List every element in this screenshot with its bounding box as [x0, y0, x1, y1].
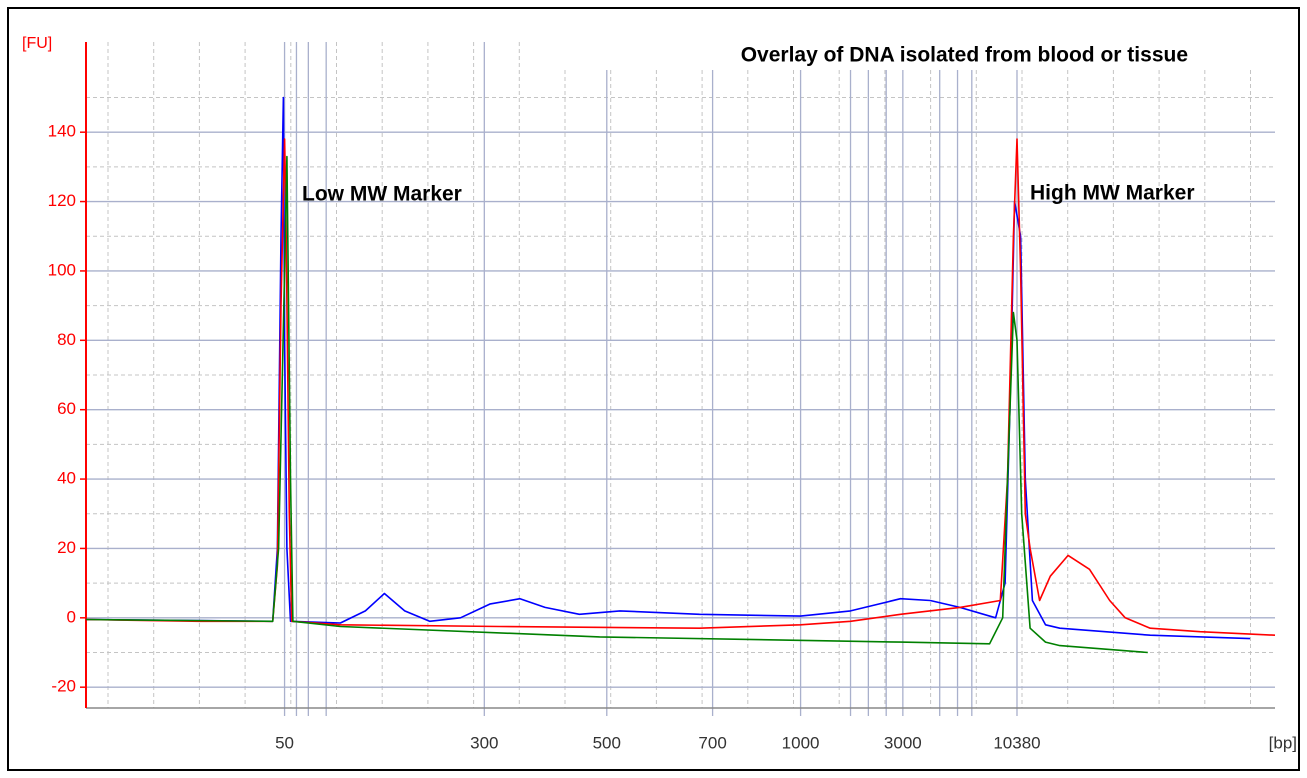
- annotation: High MW Marker: [1030, 182, 1195, 205]
- x-tick-label: 50: [275, 733, 294, 752]
- y-axis-label: [FU]: [22, 35, 52, 52]
- x-tick-label: 500: [593, 733, 621, 752]
- y-tick-label: 40: [57, 469, 76, 488]
- title-box: [540, 40, 1275, 70]
- trace: [85, 96, 1251, 640]
- y-tick-label: 0: [67, 607, 76, 626]
- y-tick-label: 120: [48, 191, 76, 210]
- x-tick-label: 1000: [782, 733, 820, 752]
- x-tick-label: 700: [698, 733, 726, 752]
- traces: [85, 96, 1276, 654]
- trace: [85, 155, 1148, 654]
- y-tick-label: 20: [57, 538, 76, 557]
- x-tick-label: 10380: [993, 733, 1040, 752]
- y-tick-label: 100: [48, 260, 76, 279]
- y-tick-label: 80: [57, 330, 76, 349]
- trace: [85, 138, 1276, 636]
- x-tick-label: 300: [470, 733, 498, 752]
- y-tick-label: -20: [51, 677, 76, 696]
- chart-title: Overlay of DNA isolated from blood or ti…: [741, 44, 1188, 67]
- y-tick-label: 140: [48, 122, 76, 141]
- x-tick-label: 3000: [884, 733, 922, 752]
- annotation: Low MW Marker: [302, 183, 462, 206]
- x-axis-label: [bp]: [1269, 733, 1297, 752]
- frame: [7, 7, 1300, 771]
- y-tick-label: 60: [57, 399, 76, 418]
